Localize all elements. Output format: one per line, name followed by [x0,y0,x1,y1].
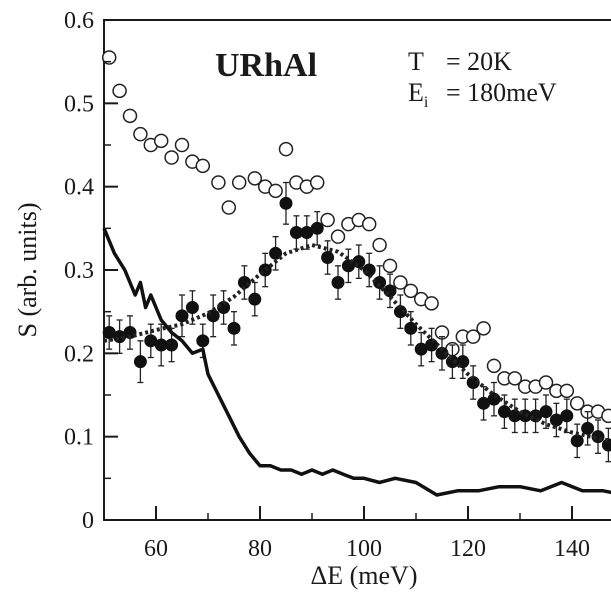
filled-circle-point [487,392,501,406]
open-circle-point [278,141,294,157]
filled-circle-point [581,421,595,435]
y-tick-label: 0.5 [64,91,94,117]
filled-circle-point [331,276,345,289]
open-circle-point [320,212,335,228]
open-circle-point [465,329,481,344]
open-circle-point [507,371,523,386]
x-tick-label: 80 [248,536,272,562]
filled-circle-point [404,321,418,335]
axis-layer: 0 0.1 0.2 0.3 0.4 0.5 0.6 60 80 100 120 140 [64,8,590,562]
x-tick-label: 100 [346,536,382,562]
open-circle-point [112,83,127,99]
filled-circle-point [175,309,189,323]
series-layer [101,50,611,497]
open-circle-point [393,275,408,290]
open-circle-point [601,408,611,424]
open-circle-point [403,283,419,299]
y-tick-label: 0.6 [64,8,94,34]
chart-title: URhAl [215,47,317,84]
filled-circle-point [196,334,210,348]
filled-circle-point [560,409,574,423]
open-circle-point [195,158,211,174]
filled-circle-point [539,405,553,419]
open-circle-point [559,383,575,399]
filled-circle-point [248,292,262,306]
open-circle-point [569,396,585,411]
energy-label: Ei [408,78,429,111]
temperature-label: T [408,47,424,76]
open-circle-point [231,175,247,190]
x-tick-label: 60 [144,536,168,562]
filled-circle-point [373,276,387,289]
dotted-fit-curve [103,242,611,443]
open-circle-point [424,296,439,311]
y-tick-label: 0.4 [64,175,94,201]
filled-circle-point [321,251,335,264]
open-circle-point [538,375,554,390]
open-circle-point [382,258,398,274]
open-circle-point [330,229,346,244]
filled-circle-point [165,338,179,352]
filled-circle-point [601,438,611,452]
open-circle-point [164,150,179,165]
open-circle-point [361,216,377,232]
temperature-value: = 20K [446,47,512,76]
filled-circle-point [133,355,147,369]
open-circle-point [486,358,502,374]
y-tick-label: 0 [82,508,94,534]
open-circle-point [309,175,325,190]
filled-circle-point [279,196,293,210]
open-circle-point [221,200,237,215]
x-tick-label: 120 [450,536,486,562]
filled-circle-point [227,321,241,335]
filled-circle-point [185,301,199,314]
open-circle-point [101,50,117,65]
open-circle-point [476,321,491,336]
open-circle-point [133,126,148,142]
energy-label-main: E [408,78,424,107]
y-tick-label: 0.3 [64,258,94,284]
open-circle-point [153,133,169,149]
open-circle-point [268,183,283,199]
x-tick-label: 140 [554,536,590,562]
filled-circle-point [310,221,324,235]
filled-circle-point [362,263,376,277]
open-circle-point [211,175,226,190]
x-axis-title: ΔE (meV) [311,561,418,590]
solid-curve [102,227,611,497]
open-circle-point [372,237,387,253]
y-axis-title: S (arb. units) [13,202,42,337]
energy-label-subscript: i [424,94,429,111]
open-circle-point [247,171,263,186]
y-tick-label: 0.1 [64,425,94,451]
open-circle-point [122,108,138,124]
energy-value: = 180meV [446,78,557,107]
y-tick-label: 0.2 [64,341,94,367]
open-circle-point [174,137,190,153]
filled-circle-point [352,255,366,269]
